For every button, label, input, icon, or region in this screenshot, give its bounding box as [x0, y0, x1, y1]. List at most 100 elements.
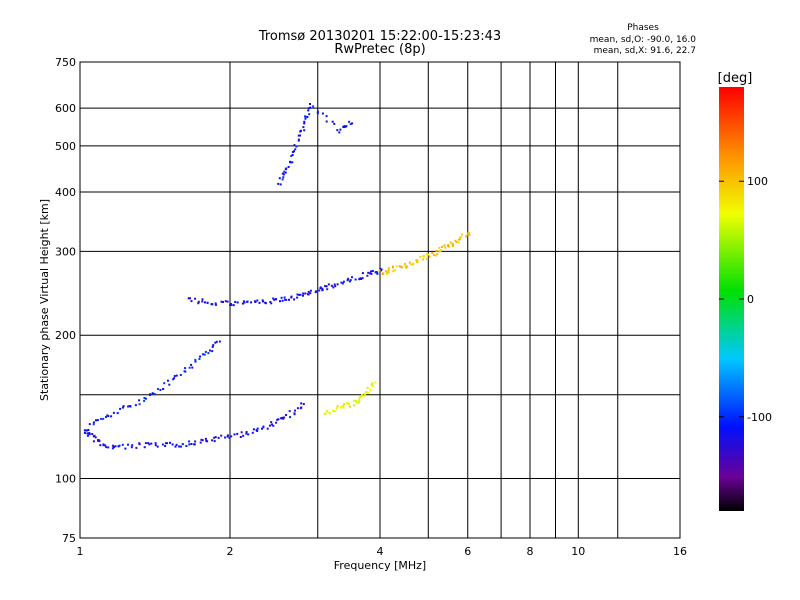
data-point	[425, 253, 428, 256]
data-point	[107, 415, 110, 418]
data-point	[281, 416, 284, 419]
y-tick-label: 750	[55, 56, 76, 69]
data-point	[106, 414, 109, 417]
data-point	[353, 399, 356, 402]
data-point	[245, 432, 248, 435]
data-point	[392, 270, 395, 273]
data-point	[246, 300, 249, 303]
data-point	[332, 286, 335, 289]
data-point	[200, 438, 203, 441]
stats-x-mode: mean, sd,X: 91.6, 22.7	[594, 46, 696, 56]
data-point	[438, 250, 441, 253]
data-point	[276, 418, 279, 421]
data-point	[191, 366, 194, 369]
data-point	[334, 410, 337, 413]
y-tick-label: 300	[55, 245, 76, 258]
data-point	[426, 258, 429, 260]
plot-grid	[80, 62, 680, 538]
data-point	[371, 382, 374, 385]
data-point	[194, 297, 197, 300]
data-point	[432, 254, 435, 257]
data-point	[285, 298, 288, 301]
data-point	[194, 360, 197, 363]
data-point	[328, 411, 331, 414]
data-point	[367, 271, 370, 274]
data-point	[85, 429, 88, 432]
data-point	[212, 344, 215, 347]
data-point	[304, 117, 307, 120]
data-point	[300, 129, 302, 132]
data-point	[138, 442, 141, 445]
data-point	[342, 280, 345, 283]
data-point	[370, 272, 373, 275]
data-point	[190, 300, 193, 303]
data-point	[127, 443, 129, 446]
data-point	[159, 389, 162, 391]
data-point	[384, 270, 387, 273]
data-point	[88, 423, 91, 426]
data-point	[343, 125, 346, 128]
data-point	[440, 245, 443, 248]
data-point	[408, 261, 411, 264]
data-point	[164, 445, 167, 447]
data-point	[174, 445, 177, 448]
data-point	[419, 256, 422, 258]
data-point	[380, 269, 382, 272]
data-point	[105, 446, 108, 449]
data-point	[283, 170, 286, 173]
data-point	[107, 446, 110, 449]
data-point	[119, 407, 122, 410]
chart-title: Tromsø 20130201 15:22:00-15:23:43	[258, 29, 501, 44]
data-point	[294, 409, 296, 412]
data-point	[309, 103, 311, 105]
data-point	[226, 300, 229, 303]
data-point	[295, 145, 298, 148]
data-point	[405, 265, 408, 268]
data-point	[293, 150, 295, 153]
data-point	[285, 414, 288, 416]
data-point	[347, 277, 350, 280]
data-point	[334, 285, 337, 288]
data-point	[405, 266, 408, 269]
data-point	[321, 289, 324, 291]
data-point	[190, 443, 193, 445]
data-point	[312, 105, 315, 108]
data-point	[468, 233, 471, 236]
data-point	[214, 436, 217, 439]
data-point	[326, 288, 329, 291]
data-point	[438, 246, 441, 249]
data-point	[364, 394, 366, 397]
data-point	[284, 171, 287, 174]
data-point	[102, 417, 105, 420]
data-point	[153, 393, 156, 396]
data-point	[218, 340, 221, 343]
data-point	[330, 284, 333, 287]
data-point	[164, 442, 167, 445]
colorbar-ticks: 100 0 -100	[719, 175, 772, 424]
x-axis-label: Frequency [MHz]	[334, 559, 426, 572]
data-point	[234, 301, 237, 303]
data-point	[121, 443, 124, 446]
data-point	[211, 303, 214, 306]
data-point	[213, 436, 216, 439]
data-point	[224, 436, 227, 439]
data-point	[241, 302, 244, 305]
data-point	[296, 296, 299, 299]
data-point	[300, 406, 303, 409]
data-point	[184, 367, 187, 370]
x-tick-label: 8	[527, 545, 534, 558]
data-point	[130, 446, 133, 449]
data-point	[149, 393, 152, 396]
data-points	[83, 103, 471, 450]
data-point	[256, 427, 259, 430]
data-point	[215, 340, 218, 343]
plot-frame	[79, 61, 681, 539]
data-point	[458, 238, 460, 241]
data-point	[307, 109, 310, 112]
data-point	[293, 144, 296, 147]
y-tick-label: 200	[55, 329, 76, 342]
data-point	[386, 271, 389, 274]
data-point	[387, 267, 390, 270]
data-point	[314, 291, 317, 294]
